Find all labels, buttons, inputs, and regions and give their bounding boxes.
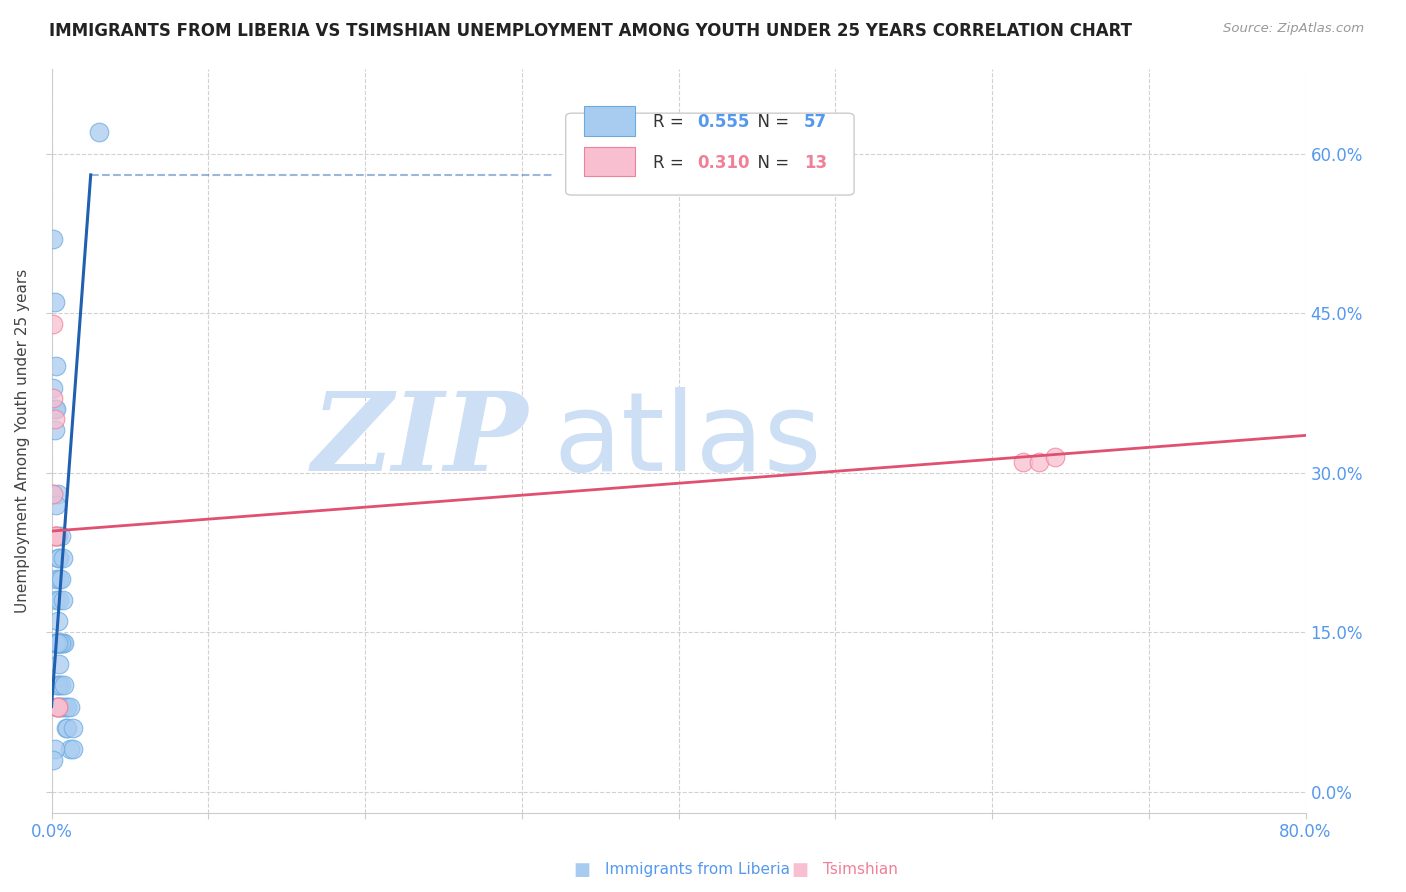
Text: ■: ■ [792,861,808,879]
Point [45,636,67,650]
Text: ■: ■ [574,861,591,879]
Point [48,678,70,692]
Point [56,721,79,735]
FancyBboxPatch shape [565,113,853,195]
FancyBboxPatch shape [585,146,634,177]
Point [1028,455,1050,469]
Text: 57: 57 [804,113,827,131]
Point [42,487,65,501]
Point [45,593,67,607]
Text: atlas: atlas [553,387,821,494]
Point [48,572,70,586]
Point [49,678,72,692]
Text: 0.555: 0.555 [697,113,749,131]
Text: Source: ZipAtlas.com: Source: ZipAtlas.com [1223,22,1364,36]
Point [62,721,84,735]
Point [44,401,66,416]
Point [48,593,70,607]
Point [46,529,69,543]
Point [46,636,69,650]
Point [51,699,73,714]
Point [45,636,67,650]
Point [44,529,66,543]
Point [49,636,72,650]
Point [49,699,72,714]
Point [45,498,67,512]
Point [44,423,66,437]
Point [59,699,82,714]
Point [42,487,65,501]
Point [44,742,66,756]
Point [48,636,70,650]
FancyBboxPatch shape [585,106,634,136]
Point [46,615,69,629]
Point [46,699,69,714]
Point [42,380,65,394]
Text: R =: R = [654,113,689,131]
Point [42,232,65,246]
Point [45,572,67,586]
Point [59,742,82,756]
Y-axis label: Unemployment Among Youth under 25 years: Unemployment Among Youth under 25 years [15,268,30,613]
Point [1043,450,1066,464]
Point [62,742,84,756]
Point [44,529,66,543]
Point [49,636,72,650]
Point [48,550,70,565]
Point [45,529,67,543]
Point [51,593,73,607]
Text: Tsimshian: Tsimshian [823,863,897,877]
Point [46,699,69,714]
Point [44,412,66,426]
Point [46,636,69,650]
Point [44,295,66,310]
Point [51,550,73,565]
Point [49,572,72,586]
Point [46,678,69,692]
Text: Immigrants from Liberia: Immigrants from Liberia [605,863,790,877]
Point [46,699,69,714]
Point [55,699,77,714]
Text: IMMIGRANTS FROM LIBERIA VS TSIMSHIAN UNEMPLOYMENT AMONG YOUTH UNDER 25 YEARS COR: IMMIGRANTS FROM LIBERIA VS TSIMSHIAN UNE… [49,22,1132,40]
Point [56,699,79,714]
Point [48,657,70,671]
Text: N =: N = [748,113,794,131]
Text: 13: 13 [804,154,827,172]
Point [46,636,69,650]
Point [45,401,67,416]
Point [49,529,72,543]
Point [44,636,66,650]
Point [45,699,67,714]
Text: ZIP: ZIP [311,387,529,494]
Point [1012,455,1035,469]
Point [51,636,73,650]
Point [46,550,69,565]
Point [45,636,67,650]
Point [53,636,76,650]
Point [48,699,70,714]
Point [45,678,67,692]
Text: N =: N = [748,154,794,172]
Point [45,529,67,543]
Point [46,487,69,501]
Text: 0.310: 0.310 [697,154,749,172]
Point [87,125,110,139]
Point [42,753,65,767]
Point [48,636,70,650]
Point [42,317,65,331]
Text: R =: R = [654,154,689,172]
Point [53,678,76,692]
Point [42,391,65,405]
Point [55,721,77,735]
Point [45,359,67,374]
